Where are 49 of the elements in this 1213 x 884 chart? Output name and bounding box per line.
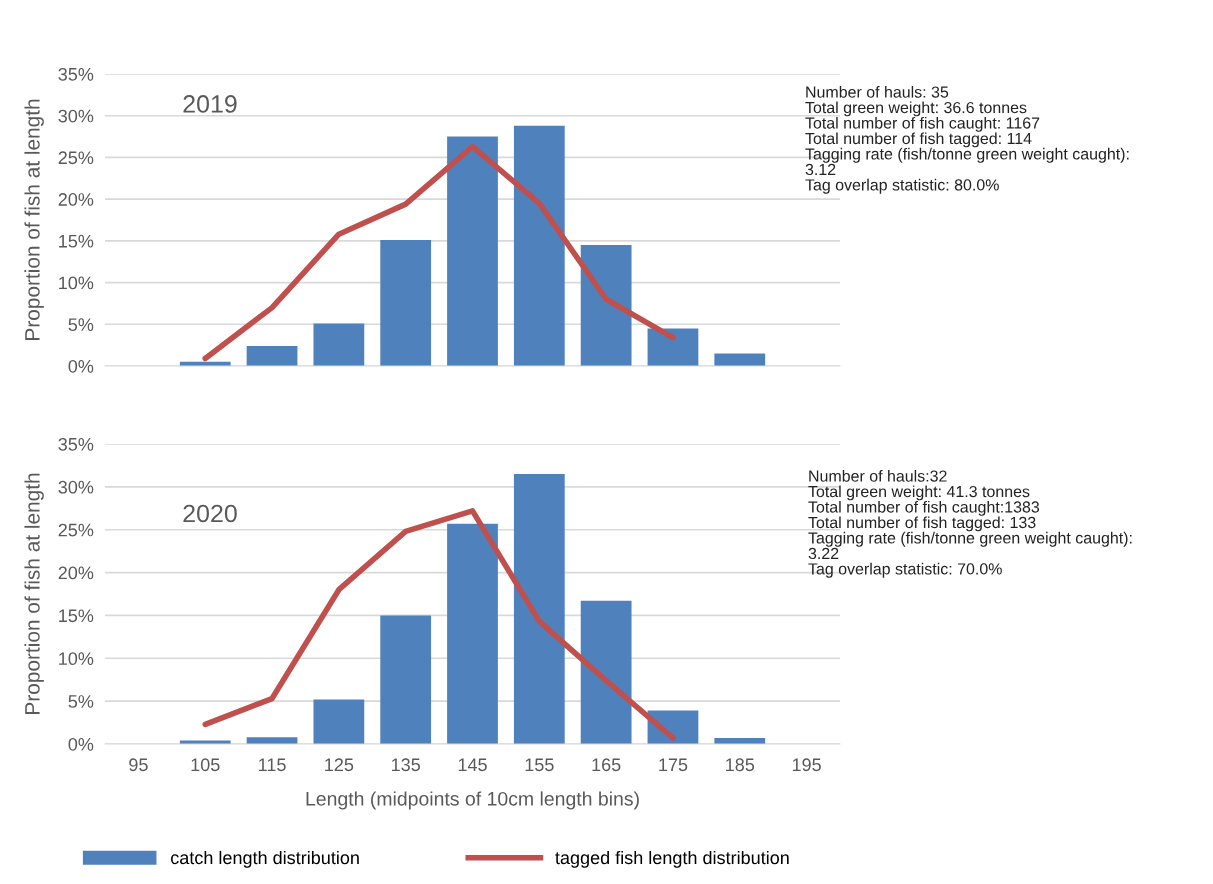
x-tick-label: 115 bbox=[259, 758, 286, 772]
x-tick-label: 155 bbox=[525, 758, 554, 772]
x-tick-label: 185 bbox=[726, 758, 755, 772]
y-tick-label: 35% bbox=[58, 437, 94, 451]
bar bbox=[313, 323, 365, 366]
bar bbox=[580, 245, 632, 366]
bar bbox=[447, 136, 498, 366]
bar bbox=[313, 699, 365, 744]
legend-label: tagged fish length distribution bbox=[555, 850, 789, 868]
x-tick-label: 165 bbox=[592, 758, 621, 772]
y-tick-label: 10% bbox=[59, 276, 94, 290]
y-axis-title: Proportion of fish at length bbox=[24, 473, 44, 714]
x-tick-label: 175 bbox=[659, 758, 688, 772]
y-tick-label: 35% bbox=[58, 67, 94, 81]
y-tick-label: 30% bbox=[58, 480, 94, 494]
annotation: Number of hauls:32 Total green weight: 41.3 tonnes Total number of fish caught:1383 Total number of fish tagged: 133 Tagging rate (fish/tonne green weight caught): 3.22 Tag overlap statistic: 70.0% bbox=[808, 470, 1132, 578]
annotation: Number of hauls: 35 Total green weight: 36.6 tonnes Total number of fish caught: 1167 Total number of fish tagged: 114 Tagging rate (fish/tonne green weight caught): 3.12 Tag overlap statistic: 80.0% bbox=[805, 86, 1129, 194]
bar bbox=[447, 523, 498, 744]
y-tick-label: 25% bbox=[58, 151, 94, 165]
bar bbox=[380, 240, 432, 366]
bar bbox=[380, 615, 432, 744]
x-tick-label: 105 bbox=[191, 758, 220, 772]
bar bbox=[513, 474, 565, 744]
x-tick-label: 125 bbox=[325, 758, 354, 772]
y-tick-label: 5% bbox=[68, 695, 94, 708]
y-tick-label: 25% bbox=[58, 523, 94, 537]
x-tick-label: 145 bbox=[458, 758, 487, 772]
legend-label: catch length distribution bbox=[171, 850, 359, 868]
y-tick-label: 0% bbox=[68, 359, 94, 373]
x-tick-label: 135 bbox=[392, 758, 420, 772]
y-tick-label: 30% bbox=[58, 109, 94, 123]
y-tick-label: 20% bbox=[58, 566, 94, 580]
y-tick-label: 15% bbox=[59, 609, 94, 623]
y-tick-label: 5% bbox=[68, 318, 94, 332]
annotation: 2020 bbox=[183, 504, 237, 523]
y-tick-label: 0% bbox=[68, 737, 94, 751]
bar bbox=[246, 345, 298, 366]
y-tick-label: 10% bbox=[59, 652, 94, 666]
x-tick-label: 95 bbox=[129, 758, 148, 772]
bar bbox=[513, 125, 565, 366]
y-tick-label: 15% bbox=[59, 234, 94, 248]
bar bbox=[714, 353, 766, 366]
y-axis-title: Proportion of fish at length bbox=[24, 99, 44, 340]
bar bbox=[580, 600, 632, 744]
x-tick-label: 195 bbox=[792, 758, 821, 772]
annotation: 2019 bbox=[183, 95, 237, 113]
bar bbox=[647, 328, 699, 366]
x-axis-title: Length (midpoints of 10cm length bins) bbox=[306, 791, 639, 810]
y-tick-label: 20% bbox=[58, 193, 94, 206]
